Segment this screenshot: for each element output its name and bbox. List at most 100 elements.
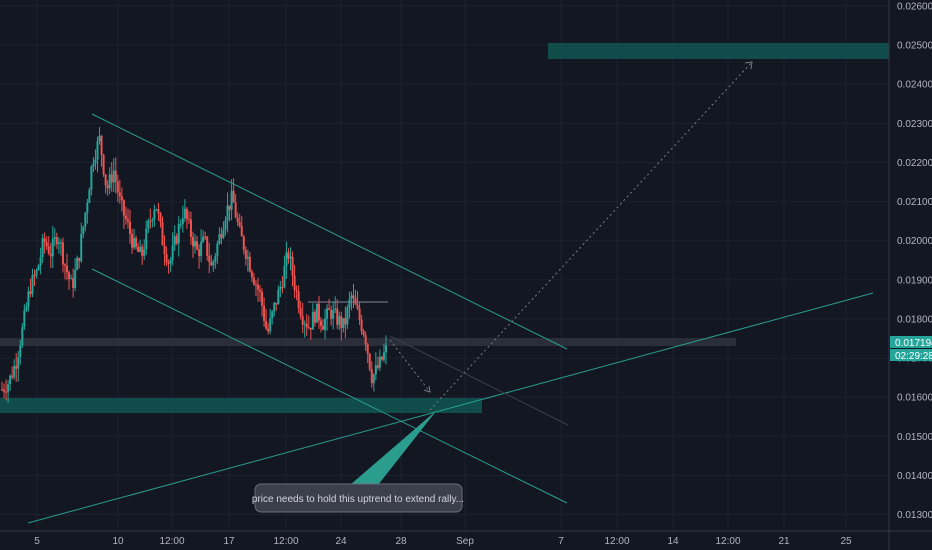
candle-body [378,356,381,368]
candle-body [309,327,312,330]
current-price-zone [0,338,736,346]
candle-body [74,269,77,288]
candle-body [196,241,199,250]
candle-body [104,174,107,186]
candle-body [334,308,337,310]
candle-body [366,344,369,354]
candle-body [315,303,318,323]
candle-body [319,320,322,326]
last-price-label-bg [890,336,932,348]
candle-body [356,304,359,309]
candle-body [313,312,316,323]
candle-body [191,237,194,247]
candle-body [90,166,93,190]
candle-body [257,284,259,290]
candle-body [317,303,320,321]
candle-body [35,270,38,276]
candle-body [139,246,142,252]
candle-body [1,389,3,391]
candle-body [368,353,371,370]
time-tick-label: 24 [335,536,347,547]
candle-body [183,208,186,219]
channel-upper-line[interactable] [91,113,568,350]
candle-body [370,369,373,384]
candle-body [244,249,247,259]
candle-body [171,245,174,261]
candle-body [147,220,150,229]
candle-body [57,242,60,245]
candle-body [240,225,243,237]
callout-text: price needs to hold this uptrend to exte… [252,494,464,505]
candle-body [234,202,237,218]
price-tick-label: 0.013000 [897,510,932,521]
candle-body [218,234,221,244]
candle-body [338,316,341,325]
candle-body [364,335,367,345]
candle-body [161,221,164,246]
candles [1,127,387,403]
candle-body [232,190,235,203]
candle-body [299,308,302,317]
candle-body [216,243,219,257]
candle-body [102,154,105,175]
callout-box[interactable] [254,483,463,513]
candle-body [92,163,95,167]
candle-body [287,252,290,259]
candle-body [7,384,10,393]
candle-body [336,308,339,325]
candle-body [167,262,170,264]
candle-body [33,275,36,277]
candle-body [39,257,42,266]
projection-line [389,335,569,426]
candle-body [110,174,113,183]
candle-body [224,220,227,230]
candle-body [29,291,32,294]
candle-body [252,277,255,285]
candle-body [202,236,205,242]
candle-body [76,257,79,270]
time-tick-label: 7 [558,536,564,547]
time-tick-label: 12:00 [273,536,298,547]
candle-body [226,205,229,221]
candle-body [114,170,117,182]
candle-body [84,212,87,227]
candle-body [311,312,314,330]
candle-body [124,215,127,220]
time-tick-label: 28 [395,536,407,547]
candle-body [263,305,266,321]
candle-body [155,209,158,211]
candle-body [80,234,83,261]
candle-body [380,356,383,360]
candle-body [236,217,239,223]
callout-pointer [350,410,437,485]
candle-body [285,252,288,267]
candle-body [214,256,217,262]
candle-body [324,318,327,330]
candle-body [120,196,123,201]
channel-lower-line[interactable] [91,268,568,504]
candle-body [175,236,178,244]
time-tick-label: 5 [34,536,40,547]
time-tick-label: 17 [223,536,235,547]
candle-body [165,253,168,263]
candle-body [129,221,131,234]
candle-body [66,265,69,273]
candle-body [326,308,329,319]
dotted-down-path [389,339,431,393]
time-tick-label: 10 [112,536,124,547]
grid [0,0,889,531]
candle-body [143,249,146,256]
candle-body [31,275,34,294]
uptrend-line[interactable] [27,292,874,524]
candle-body [340,316,343,329]
candle-body [82,226,85,235]
